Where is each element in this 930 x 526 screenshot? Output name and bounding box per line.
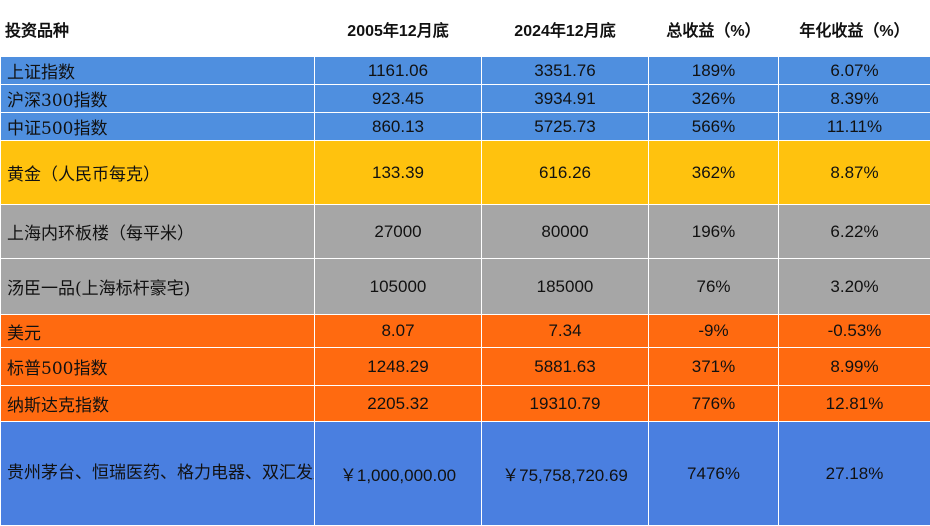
end-value: 5725.73 xyxy=(482,113,649,141)
annual-return: 8.87% xyxy=(779,141,930,205)
annual-return: 11.11% xyxy=(779,113,930,141)
total-return: 371% xyxy=(649,348,779,386)
header-start-2005: 2005年12月底 xyxy=(315,1,482,57)
annual-return: 6.07% xyxy=(779,57,930,85)
total-return: 776% xyxy=(649,386,779,422)
header-row: 投资品种 2005年12月底 2024年12月底 总收益（%） 年化收益（%） xyxy=(1,1,930,57)
start-value: 1161.06 xyxy=(315,57,482,85)
start-value: 8.07 xyxy=(315,315,482,348)
asset-name: 上证指数 xyxy=(1,57,315,85)
annual-return: 6.22% xyxy=(779,205,930,259)
asset-name: 沪深300指数 xyxy=(1,85,315,113)
header-annual-return: 年化收益（%） xyxy=(779,1,930,57)
start-value: 133.39 xyxy=(315,141,482,205)
total-return: 7476% xyxy=(649,422,779,526)
start-value: 923.45 xyxy=(315,85,482,113)
table-row: 标普500指数 1248.29 5881.63 371% 8.99% xyxy=(1,348,930,386)
end-value: 80000 xyxy=(482,205,649,259)
asset-name: 上海内环板楼（每平米） xyxy=(1,205,315,259)
header-total-return: 总收益（%） xyxy=(649,1,779,57)
end-value: 3934.91 xyxy=(482,85,649,113)
start-value: ￥1,000,000.00 xyxy=(315,422,482,526)
total-return: 189% xyxy=(649,57,779,85)
asset-name: 美元 xyxy=(1,315,315,348)
table-row: 纳斯达克指数 2205.32 19310.79 776% 12.81% xyxy=(1,386,930,422)
table-row: 汤臣一品(上海标杆豪宅) 105000 185000 76% 3.20% xyxy=(1,259,930,315)
start-value: 2205.32 xyxy=(315,386,482,422)
total-return: -9% xyxy=(649,315,779,348)
asset-name: 黄金（人民币每克） xyxy=(1,141,315,205)
table-row: 中证500指数 860.13 5725.73 566% 11.11% xyxy=(1,113,930,141)
start-value: 27000 xyxy=(315,205,482,259)
end-value: 616.26 xyxy=(482,141,649,205)
table-row: 美元 8.07 7.34 -9% -0.53% xyxy=(1,315,930,348)
end-value: 19310.79 xyxy=(482,386,649,422)
header-asset: 投资品种 xyxy=(1,1,315,57)
asset-name: 中证500指数 xyxy=(1,113,315,141)
start-value: 860.13 xyxy=(315,113,482,141)
total-return: 566% xyxy=(649,113,779,141)
table-row: 上海内环板楼（每平米） 27000 80000 196% 6.22% xyxy=(1,205,930,259)
header-end-2024: 2024年12月底 xyxy=(482,1,649,57)
end-value: 7.34 xyxy=(482,315,649,348)
start-value: 105000 xyxy=(315,259,482,315)
table-row: 上证指数 1161.06 3351.76 189% 6.07% xyxy=(1,57,930,85)
total-return: 76% xyxy=(649,259,779,315)
total-return: 362% xyxy=(649,141,779,205)
start-value: 1248.29 xyxy=(315,348,482,386)
asset-name: 汤臣一品(上海标杆豪宅) xyxy=(1,259,315,315)
total-return: 326% xyxy=(649,85,779,113)
annual-return: 12.81% xyxy=(779,386,930,422)
end-value: 5881.63 xyxy=(482,348,649,386)
asset-name: 贵州茅台、恒瑞医药、格力电器、双汇发展等四家公司。ROE长期平均>25%、行业龙… xyxy=(1,422,315,526)
end-value: 185000 xyxy=(482,259,649,315)
end-value: ￥75,758,720.69 xyxy=(482,422,649,526)
table-row: 贵州茅台、恒瑞医药、格力电器、双汇发展等四家公司。ROE长期平均>25%、行业龙… xyxy=(1,422,930,526)
table-row: 沪深300指数 923.45 3934.91 326% 8.39% xyxy=(1,85,930,113)
annual-return: 8.39% xyxy=(779,85,930,113)
end-value: 3351.76 xyxy=(482,57,649,85)
annual-return: 3.20% xyxy=(779,259,930,315)
asset-name: 纳斯达克指数 xyxy=(1,386,315,422)
annual-return: 8.99% xyxy=(779,348,930,386)
total-return: 196% xyxy=(649,205,779,259)
annual-return: -0.53% xyxy=(779,315,930,348)
table-row: 黄金（人民币每克） 133.39 616.26 362% 8.87% xyxy=(1,141,930,205)
annual-return: 27.18% xyxy=(779,422,930,526)
asset-name: 标普500指数 xyxy=(1,348,315,386)
